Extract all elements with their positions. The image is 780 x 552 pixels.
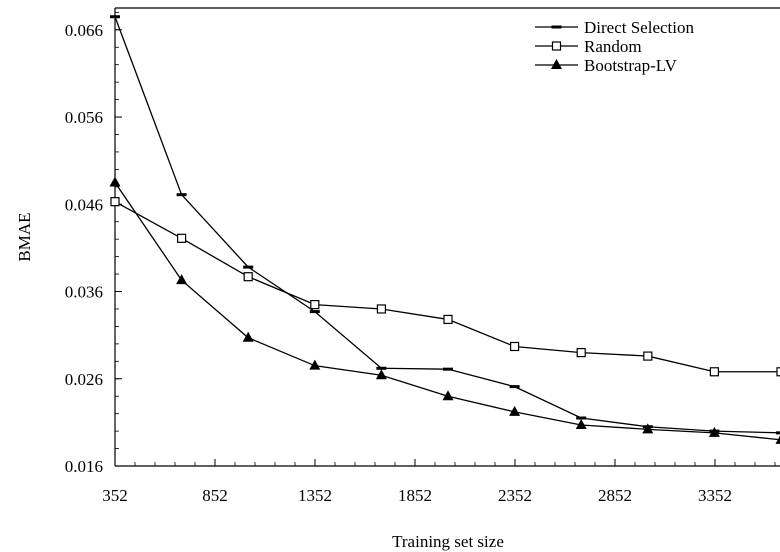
- legend-marker: [551, 59, 562, 69]
- data-point: [443, 314, 453, 325]
- data-point: [176, 274, 188, 285]
- data-point: [510, 341, 520, 352]
- series-2: [110, 197, 780, 377]
- series-3: [109, 176, 780, 444]
- legend-label: Random: [584, 37, 642, 56]
- data-point: [177, 233, 187, 243]
- y-tick-label: 0.056: [65, 108, 103, 127]
- series-1: [110, 15, 780, 435]
- data-point: [110, 197, 120, 207]
- x-tick-label: 3352: [698, 486, 732, 505]
- data-point: [242, 331, 254, 342]
- legend-marker: [551, 41, 562, 51]
- y-tick-label: 0.036: [65, 283, 103, 302]
- x-tick-label: 1852: [398, 486, 432, 505]
- axes: 0.016 0.026 0.036 0.046 0.056 0.066 352 852 1352…: [65, 7, 780, 505]
- y-tick-label: 0.026: [65, 370, 103, 389]
- data-point: [243, 272, 253, 282]
- x-axis-title: Training set size: [392, 532, 504, 551]
- data-point: [575, 418, 587, 429]
- series-line: [114, 182, 780, 441]
- data-point: [375, 369, 387, 380]
- x-tick-label: 852: [202, 486, 228, 505]
- data-point: [109, 176, 121, 187]
- series-layer: [109, 15, 780, 444]
- data-point: [442, 390, 454, 401]
- data-point: [576, 347, 586, 358]
- data-point: [708, 426, 720, 437]
- y-tick-label: 0.016: [65, 457, 103, 476]
- y-tick-label: 0.066: [65, 21, 103, 40]
- data-point: [509, 405, 521, 416]
- y-axis-title: BMAE: [15, 212, 34, 261]
- series-line: [114, 201, 780, 373]
- data-point: [775, 435, 780, 444]
- y-tick-label: 0.046: [65, 195, 103, 214]
- data-point: [309, 359, 321, 370]
- x-tick-label: 1352: [298, 486, 332, 505]
- data-point: [642, 423, 654, 434]
- x-tick-label: 2852: [598, 486, 632, 505]
- x-tick-label: 2352: [498, 486, 532, 505]
- data-point: [709, 367, 720, 377]
- data-point: [376, 304, 386, 314]
- data-point: [643, 351, 653, 361]
- data-point: [776, 367, 780, 377]
- data-point: [310, 300, 320, 310]
- x-tick-label: 352: [102, 486, 128, 505]
- legend-label: Bootstrap-LV: [584, 56, 678, 75]
- legend-label: Direct Selection: [584, 18, 694, 37]
